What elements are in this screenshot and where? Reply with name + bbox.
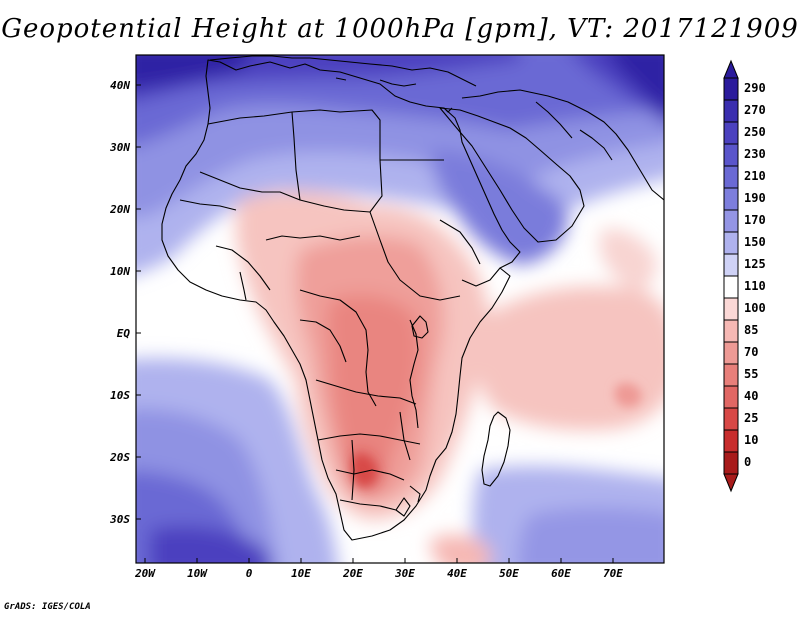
lon-label: 50E — [499, 567, 519, 580]
colorbar-top-arrow — [723, 59, 739, 79]
colorbar-swatch — [723, 297, 739, 321]
coastlines — [161, 55, 664, 541]
colorbar-bottom-arrow — [723, 473, 739, 493]
lat-label: 20S — [109, 451, 130, 464]
colorbar-label: 70 — [744, 345, 758, 359]
colorbar-swatch — [723, 231, 739, 255]
lon-label: 40E — [447, 567, 467, 580]
colorbar-swatch — [723, 77, 739, 101]
colorbar-swatch — [723, 275, 739, 299]
lon-label: 60E — [551, 567, 571, 580]
colorbar-label: 250 — [744, 125, 766, 139]
colorbar-label: 25 — [744, 411, 758, 425]
lon-label: 30E — [394, 567, 415, 580]
lat-label: 20N — [109, 203, 130, 216]
colorbar-swatch — [723, 451, 739, 475]
colorbar-swatch — [723, 363, 739, 387]
lon-label: 0 — [246, 567, 253, 580]
colorbar-swatch — [723, 319, 739, 343]
lat-label: 40N — [110, 79, 130, 92]
lat-label: 30S — [109, 513, 130, 526]
lon-label: 10E — [291, 567, 311, 580]
colorbar-swatch — [723, 121, 739, 145]
colorbar-swatch — [723, 187, 739, 211]
latitude-axis: 40N 30N 20N 10N EQ 10S 20S 30S — [109, 79, 141, 526]
colorbar-label: 150 — [744, 235, 766, 249]
colorbar-label: 270 — [744, 103, 766, 117]
colorbar-label: 190 — [744, 191, 766, 205]
colorbar-label: 85 — [744, 323, 758, 337]
lon-label: 70E — [603, 567, 623, 580]
colorbar-label: 230 — [744, 147, 766, 161]
colorbar-label: 170 — [744, 213, 766, 227]
colorbar-label: 125 — [744, 257, 766, 271]
colorbar-label: 40 — [744, 389, 758, 403]
lon-label: 20E — [342, 567, 363, 580]
credit-text: GrADS: IGES/COLA — [4, 602, 91, 612]
colorbar-label: 0 — [744, 455, 751, 469]
lat-label: 10N — [110, 265, 130, 278]
colorbar-swatch — [723, 407, 739, 431]
colorbar-swatch — [723, 165, 739, 189]
lat-label: 10S — [110, 389, 130, 402]
lat-label: 30N — [109, 141, 130, 154]
colorbar-swatch — [723, 429, 739, 453]
map-title: Geopotential Height at 1000hPa [gpm], VT… — [1, 14, 799, 44]
colorbar-swatch — [723, 143, 739, 167]
longitude-axis: 20W 10W 0 10E 20E 30E 40E 50E 60E 70E — [134, 558, 623, 580]
colorbar-label: 210 — [744, 169, 766, 183]
lon-label: 20W — [134, 567, 156, 580]
lon-label: 10W — [187, 567, 208, 580]
colorbar-swatch — [723, 209, 739, 233]
map-frame — [135, 54, 665, 564]
colorbar-label: 100 — [744, 301, 766, 315]
colorbar-label: 110 — [744, 279, 766, 293]
height-field — [136, 55, 664, 563]
colorbar-label: 290 — [744, 81, 766, 95]
colorbar-swatch — [723, 253, 739, 277]
colorbar-swatch — [723, 385, 739, 409]
colorbar-swatch — [723, 99, 739, 123]
colorbar: 2902702502302101901701501251101008570554… — [723, 59, 766, 493]
colorbar-swatch — [723, 341, 739, 365]
lat-label: EQ — [117, 327, 131, 340]
colorbar-label: 55 — [744, 367, 758, 381]
colorbar-label: 10 — [744, 433, 758, 447]
